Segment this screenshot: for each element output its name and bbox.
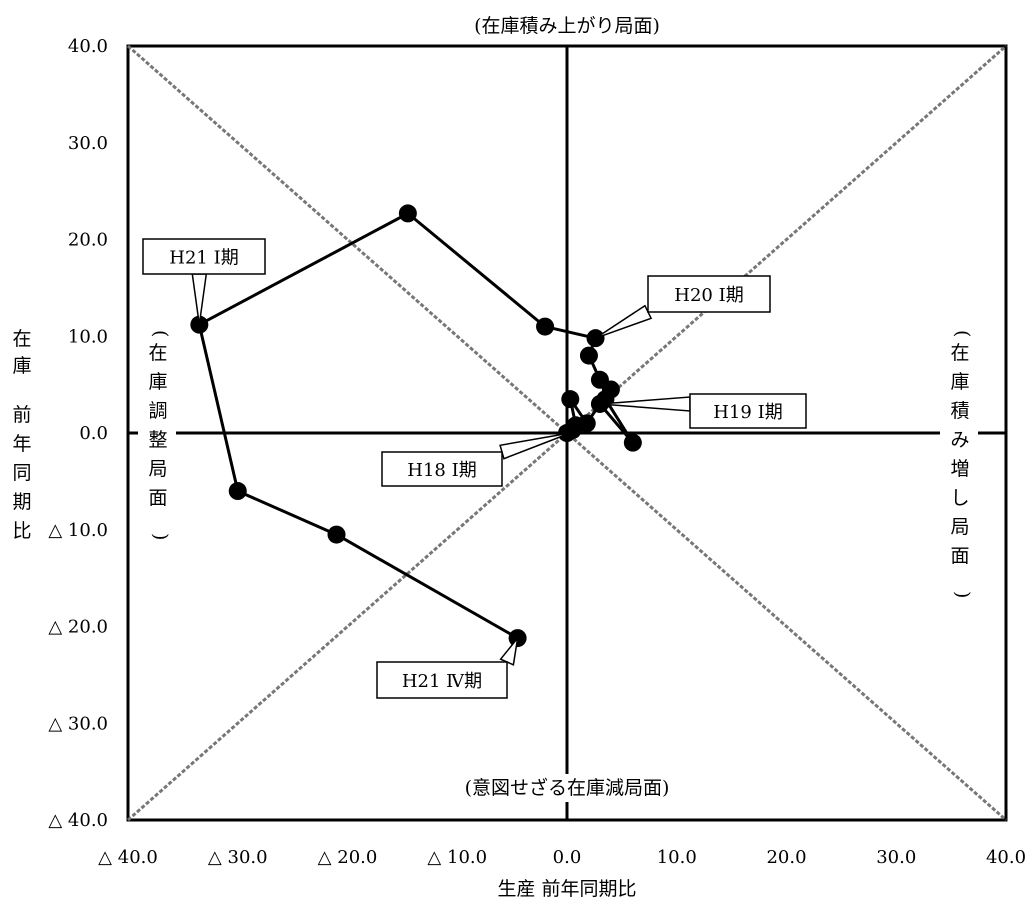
tick-label-layer: △ 40.0 △ 30.0 △ 20.0 △ 10.0 0.0 10.0 20.0 30.0 4… [48,36,1026,868]
y-axis-title-char: 庫 [12,355,31,377]
quadrant-label-char: ( [951,330,973,337]
quadrant-label-char: 局 [148,458,167,480]
annotation-box [376,661,508,699]
annotation-pointer [499,635,519,666]
quadrant-label-char: し [950,487,969,509]
y-axis-title-char: 期 [12,491,31,513]
annotation-label: H21 Ⅳ期 [402,671,482,692]
quadrant-label-char: み [950,429,969,451]
annotation-label: H20 I期 [674,285,743,306]
quadrant-label-char: 庫 [950,371,969,393]
quadrant-label-char: 積 [950,400,969,422]
quadrant-label-top: (在庫積み上がり局面) [474,15,660,37]
quadrant-label-right: ( 在庫積み増し局面) [950,330,973,598]
quadrant-label-left: ( 在庫調整局面) [148,330,171,540]
y-axis-title-char: 在 [12,328,31,350]
y-tick-label: 40.0 [68,36,108,57]
y-axis-title-char: 同 [12,462,31,484]
x-axis-title: 生産 前年同期比 [497,878,636,900]
y-tick-label: △ 30.0 [48,713,108,734]
data-point [228,482,247,501]
quadrant-label-char: 面 [950,545,969,567]
quadrant-label-char: 在 [148,342,167,364]
y-tick-label: 30.0 [68,133,108,154]
data-point [536,317,555,336]
y-axis-title-char: 前 [12,404,31,426]
grid-layer [126,12,1008,822]
y-tick-label: 10.0 [68,326,108,347]
y-tick-label: 0.0 [79,423,108,444]
quadrant-label-right-bg [940,300,978,570]
quadrant-label-char: 増 [950,458,969,480]
annotation-pointer [191,273,208,325]
quadrant-label-char: 整 [148,429,167,451]
annotation-label: H18 I期 [407,460,476,481]
x-tick-label: △ 10.0 [427,847,487,868]
data-point [623,433,642,452]
x-tick-label: △ 20.0 [318,847,378,868]
annotation-label: H19 I期 [713,402,782,423]
x-tick-label: △ 30.0 [208,847,268,868]
y-axis-title-char: 年 [12,433,31,455]
y-tick-label: △ 40.0 [48,810,108,831]
quadrant-label-char: ) [951,591,973,598]
data-point [327,525,346,544]
annotation-box [142,238,266,275]
x-tick-label: 10.0 [657,847,697,868]
annotation-pointer [499,432,571,460]
y-tick-label: △ 10.0 [48,520,108,541]
x-tick-label: △ 40.0 [98,847,158,868]
quadrant-label-top-bg [449,12,685,40]
x-tick-label: 20.0 [766,847,806,868]
annotation-box [689,393,807,429]
quadrant-label-left-bg [138,300,176,530]
data-point [590,370,609,389]
quadrant-label-char: 在 [950,342,969,364]
y-tick-label: 20.0 [68,230,108,251]
y-tick-label: △ 20.0 [48,617,108,638]
quadrant-label-char: 調 [148,400,167,422]
annotation-box [647,275,771,313]
x-tick-label: 40.0 [986,847,1026,868]
data-point [577,414,596,433]
quadrant-label-char: 局 [950,516,969,538]
y-axis-title-char: 比 [12,520,31,542]
quadrant-label-bottom-bg [439,774,695,802]
quadrant-label-char: ) [149,533,171,540]
data-point [579,346,598,365]
data-point [398,204,417,223]
x-tick-label: 0.0 [553,847,582,868]
x-tick-label: 30.0 [876,847,916,868]
annotation-label: H21 I期 [169,248,238,269]
annotation-box [381,451,503,487]
data-point [561,390,580,409]
annotation-pointer [595,304,653,339]
quadrant-label-bottom: (意図せざる在庫減局面) [465,776,670,799]
quadrant-label-char: 面 [148,487,167,509]
quadrant-label-char: 庫 [148,371,167,393]
quadrant-label-char: ( [149,330,171,337]
annotation-layer: H18 I期 H19 I期 H20 I期 H21 I期 H21 Ⅳ期 [142,238,807,699]
